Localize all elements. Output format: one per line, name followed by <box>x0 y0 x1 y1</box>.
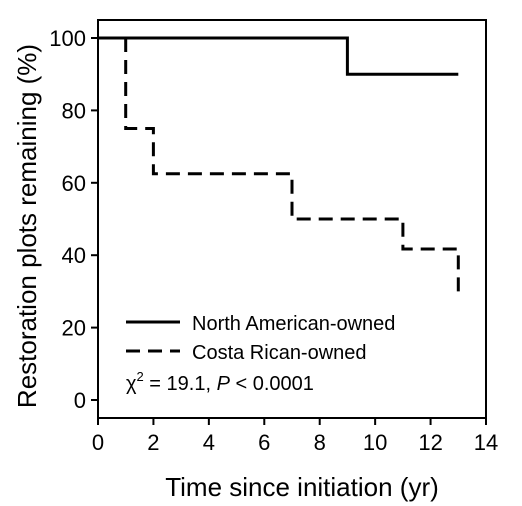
y-axis-label: Restoration plots remaining (%) <box>12 44 42 408</box>
x-tick-label: 10 <box>363 430 387 455</box>
legend-label: Costa Rican-owned <box>192 342 367 364</box>
y-tick-label: 40 <box>62 243 86 268</box>
series-line-costa-rican-owned <box>124 38 460 300</box>
axes: 0 2 4 6 8 10 12 14 0 20 40 60 80 100 <box>49 19 498 455</box>
series-line-north-american-owned <box>98 36 459 76</box>
x-tick-label: 12 <box>418 430 442 455</box>
p-value: < 0.0001 <box>230 373 314 395</box>
legend: North American-owned Costa Rican-owned <box>126 313 395 364</box>
plot-frame <box>97 19 487 419</box>
x-tick-label: 8 <box>314 430 326 455</box>
chi-square-annotation: χ2 = 19.1, P < 0.0001 <box>126 369 314 395</box>
series-layer <box>98 36 460 300</box>
y-tick-label: 0 <box>74 388 86 413</box>
x-tick-label: 0 <box>92 430 104 455</box>
x-axis-label: Time since initiation (yr) <box>165 472 439 502</box>
chi-symbol: χ <box>126 373 137 395</box>
x-tick-label: 6 <box>258 430 270 455</box>
p-symbol: P <box>217 373 231 395</box>
legend-label: North American-owned <box>192 313 395 335</box>
y-tick-label: 20 <box>62 316 86 341</box>
chi-superscript: 2 <box>137 369 144 384</box>
chi-value: = 19.1, <box>144 373 217 395</box>
x-tick-label: 2 <box>147 430 159 455</box>
y-tick-label: 60 <box>62 171 86 196</box>
y-tick-label: 100 <box>49 26 86 51</box>
x-tick-label: 14 <box>474 430 498 455</box>
y-tick-label: 80 <box>62 98 86 123</box>
x-tick-label: 4 <box>203 430 215 455</box>
